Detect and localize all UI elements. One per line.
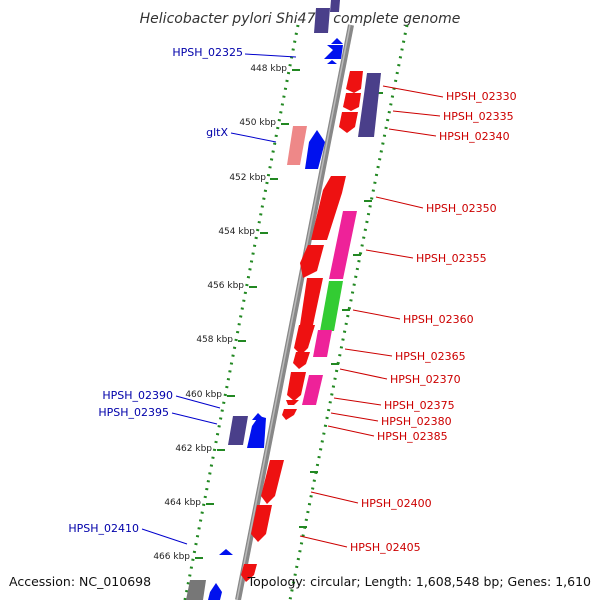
gene-label[interactable]: HPSH_02365 [395, 350, 466, 363]
tick-label: 462 kbp [175, 444, 212, 454]
label-leader-line [244, 53, 297, 58]
label-leader-line [175, 395, 221, 409]
gene-label[interactable]: HPSH_02395 [98, 406, 169, 419]
gene-label[interactable]: HPSH_02370 [390, 373, 461, 386]
gene-feature[interactable] [358, 73, 381, 137]
gene-feature[interactable] [300, 245, 324, 278]
label-leader-line [327, 425, 375, 437]
gene-label[interactable]: HPSH_02385 [377, 430, 448, 443]
gene-label[interactable]: HPSH_02350 [426, 202, 497, 215]
label-leader-line [344, 348, 393, 357]
gene-label[interactable]: HPSH_02355 [416, 252, 487, 265]
gene-label[interactable]: HPSH_02360 [403, 313, 474, 326]
tick-label: 458 kbp [196, 335, 233, 345]
gene-feature[interactable] [324, 45, 343, 59]
gene-label[interactable]: HPSH_02380 [381, 415, 452, 428]
gene-feature[interactable] [313, 330, 332, 357]
label-leader-line [333, 397, 382, 406]
gene-feature[interactable] [329, 211, 357, 279]
label-leader-line [375, 196, 424, 209]
label-leader-line [392, 110, 441, 117]
gene-label[interactable]: gltX [206, 126, 228, 139]
tick-label: 456 kbp [207, 281, 244, 291]
gene-feature[interactable] [339, 112, 358, 133]
gene-feature[interactable] [252, 413, 265, 420]
label-leader-line [382, 85, 444, 98]
gene-feature[interactable] [287, 372, 306, 401]
label-leader-line [299, 535, 348, 548]
tick-label: 448 kbp [250, 64, 287, 74]
gene-feature[interactable] [343, 93, 361, 111]
gene-feature[interactable] [208, 583, 222, 600]
gene-feature[interactable] [294, 325, 315, 355]
gene-feature[interactable] [331, 38, 343, 44]
gene-label[interactable]: HPSH_02400 [361, 497, 432, 510]
gene-feature[interactable] [305, 130, 325, 169]
gene-feature[interactable] [302, 375, 323, 405]
gene-feature[interactable] [330, 0, 340, 12]
gene-feature[interactable] [300, 278, 323, 325]
genome-summary-text: Topology: circular; Length: 1,608,548 bp… [247, 574, 591, 589]
gene-label[interactable]: HPSH_02340 [439, 130, 510, 143]
reverse-strand-outer-track [183, 24, 300, 600]
gene-feature[interactable] [251, 505, 272, 542]
gene-label[interactable]: HPSH_02335 [443, 110, 514, 123]
label-leader-line [352, 309, 401, 320]
gene-feature[interactable] [311, 176, 346, 240]
gene-feature[interactable] [241, 564, 257, 582]
forward-strand-outer-track [288, 24, 409, 600]
tick-label: 450 kbp [239, 118, 276, 128]
gene-label[interactable]: HPSH_02405 [350, 541, 421, 554]
label-leader-line [330, 412, 379, 422]
gene-label[interactable]: HPSH_02325 [172, 46, 243, 59]
tick-label: 464 kbp [164, 498, 201, 508]
label-leader-line [141, 528, 188, 545]
tick-label: 452 kbp [229, 173, 266, 183]
gene-feature[interactable] [228, 416, 248, 445]
gene-feature[interactable] [293, 352, 310, 369]
gene-feature[interactable] [286, 400, 299, 405]
gene-feature[interactable] [314, 8, 330, 33]
label-leader-line [171, 412, 218, 425]
genome-backbone [235, 24, 354, 600]
tick-label: 460 kbp [185, 390, 222, 400]
gene-feature[interactable] [282, 409, 297, 420]
gene-label[interactable]: HPSH_02375 [384, 399, 455, 412]
tick-label: 454 kbp [218, 227, 255, 237]
gene-feature[interactable] [186, 580, 206, 600]
genome-backbone-highlight [236, 24, 351, 600]
label-leader-line [365, 249, 414, 259]
gene-feature[interactable] [320, 281, 343, 331]
gene-feature[interactable] [287, 126, 307, 165]
gene-label[interactable]: HPSH_02390 [102, 389, 173, 402]
gene-label[interactable]: HPSH_02410 [68, 522, 139, 535]
label-leader-line [230, 132, 277, 143]
label-leader-line [310, 491, 359, 504]
tick-label: 466 kbp [153, 552, 190, 562]
accession-text: Accession: NC_010698 [9, 574, 151, 589]
gene-feature[interactable] [327, 60, 337, 64]
label-leader-line [339, 368, 388, 380]
gene-label[interactable]: HPSH_02330 [446, 90, 517, 103]
label-leader-line [388, 128, 437, 137]
gene-feature[interactable] [346, 71, 363, 93]
map-title: Helicobacter pylori Shi470, complete gen… [140, 11, 461, 27]
gene-feature[interactable] [219, 549, 233, 555]
gene-feature[interactable] [261, 460, 284, 504]
gene-feature[interactable] [247, 416, 266, 448]
